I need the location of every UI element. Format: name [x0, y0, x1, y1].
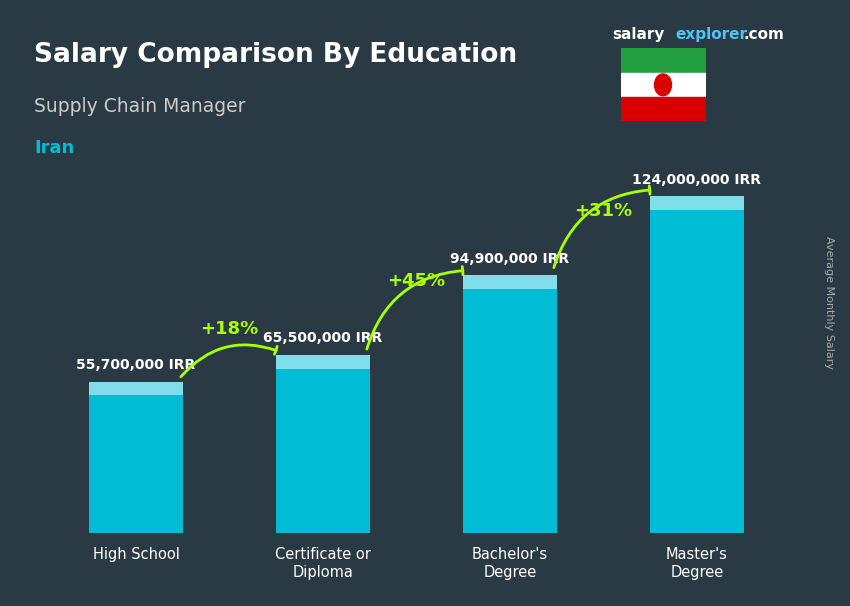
Text: salary: salary — [612, 27, 665, 42]
Text: 55,700,000 IRR: 55,700,000 IRR — [76, 358, 196, 372]
Text: .com: .com — [744, 27, 785, 42]
Text: 65,500,000 IRR: 65,500,000 IRR — [264, 331, 382, 345]
Text: Iran: Iran — [34, 139, 74, 158]
Text: +45%: +45% — [388, 271, 445, 290]
Text: Average Monthly Salary: Average Monthly Salary — [824, 236, 834, 370]
Text: +31%: +31% — [575, 202, 632, 220]
Bar — [650, 196, 744, 533]
Text: Supply Chain Manager: Supply Chain Manager — [34, 97, 246, 116]
Text: 124,000,000 IRR: 124,000,000 IRR — [632, 173, 762, 187]
Bar — [620, 48, 706, 73]
Text: explorer: explorer — [676, 27, 748, 42]
Text: 94,900,000 IRR: 94,900,000 IRR — [450, 251, 570, 265]
Text: Salary Comparison By Education: Salary Comparison By Education — [34, 42, 517, 68]
Bar — [463, 276, 557, 289]
Bar — [89, 382, 183, 396]
Circle shape — [654, 74, 672, 96]
Bar — [276, 355, 370, 369]
Bar — [620, 73, 706, 97]
Bar — [463, 276, 557, 533]
Text: +18%: +18% — [201, 320, 258, 338]
Bar — [276, 355, 370, 533]
Bar — [89, 382, 183, 533]
Bar — [650, 196, 744, 210]
Bar — [620, 97, 706, 121]
